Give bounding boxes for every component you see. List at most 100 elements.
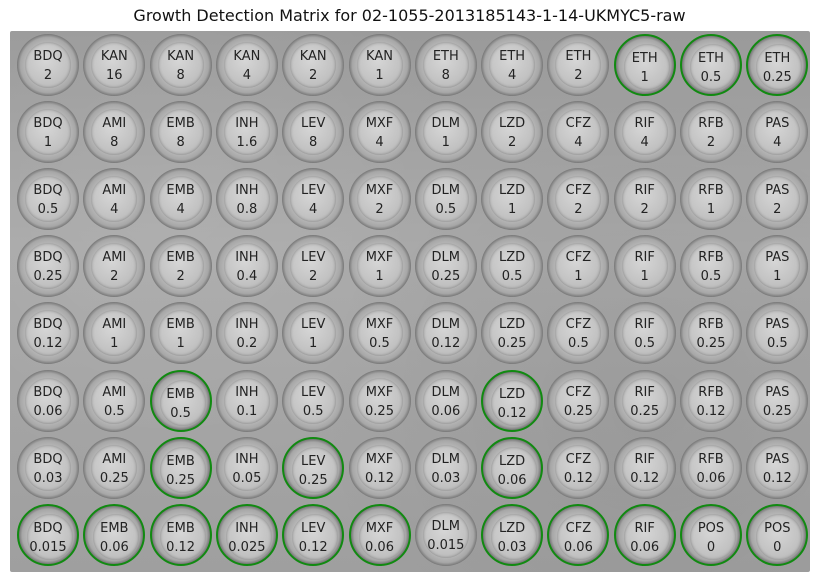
well-interior — [688, 109, 734, 156]
well-concentration-label: 0.8 — [236, 202, 258, 218]
well: EMB 0.25 — [149, 436, 212, 499]
well-interior — [489, 42, 536, 88]
well: RIF 0.12 — [613, 436, 676, 499]
well-concentration-label: 4 — [375, 135, 384, 151]
well: ETH 0.5 — [680, 34, 742, 96]
well-drug-label: EMB — [166, 317, 195, 333]
well-drug-label: MXF — [365, 116, 394, 132]
well-interior — [290, 377, 337, 424]
well-concentration-label: 0.25 — [365, 403, 394, 419]
well: EMB 2 — [149, 235, 212, 298]
well: PAS 2 — [746, 168, 809, 231]
well: EMB 0.06 — [83, 503, 146, 566]
well-concentration-label: 0.25 — [497, 336, 527, 352]
well-concentration-label: 4 — [507, 68, 517, 83]
well-interior — [292, 513, 339, 560]
well: BDQ 1 — [17, 101, 79, 164]
well-interior — [290, 109, 337, 156]
well-concentration-label: 0.5 — [103, 403, 125, 419]
well-concentration-label: 4 — [110, 202, 119, 218]
well-interior — [422, 511, 469, 558]
plate-image: BDQ 2 KAN 16 KAN 8 KAN 4 KAN 2 KAN 1 ETH 8 ETH 4 ETH 2 ETH… — [10, 31, 810, 572]
well: BDQ 0.03 — [17, 436, 79, 499]
well: LZD 2 — [481, 101, 544, 164]
well: POS 0 — [680, 503, 742, 566]
well-drug-label: RIF — [634, 384, 655, 400]
well-drug-label: BDQ — [33, 116, 63, 132]
well-drug-label: DLM — [431, 317, 461, 333]
well-drug-label: DLM — [431, 116, 461, 132]
well-drug-label: AMI — [102, 250, 127, 266]
well-concentration-label: 1 — [706, 202, 716, 218]
well-concentration-label: 0.5 — [37, 202, 59, 218]
well-interior — [555, 109, 602, 156]
well-concentration-label: 0.25 — [99, 470, 129, 486]
well-concentration-label: 8 — [441, 68, 450, 83]
well: CFZ 0.5 — [547, 302, 610, 365]
well-concentration-label: 2 — [110, 269, 119, 285]
well-drug-label: EMB — [166, 250, 195, 266]
well: RIF 4 — [613, 101, 676, 164]
well-concentration-label: 0.25 — [696, 336, 726, 352]
well-drug-label: AMI — [102, 451, 127, 467]
well-concentration-label: 0.5 — [634, 336, 656, 352]
well-interior — [422, 109, 469, 156]
well-interior — [25, 42, 71, 88]
well-drug-label: EMB — [166, 183, 195, 199]
well-drug-label: AMI — [102, 317, 127, 333]
well-interior — [157, 310, 204, 357]
well-interior — [25, 444, 71, 491]
well: LEV 2 — [282, 235, 345, 298]
well-interior — [25, 109, 71, 156]
well: RFB 0.06 — [680, 436, 742, 499]
well-drug-label: LEV — [301, 384, 326, 400]
well-drug-label: POS — [697, 520, 725, 536]
well-interior — [356, 109, 403, 156]
well-drug-label: INH — [235, 451, 259, 467]
well-drug-label: INH — [235, 116, 259, 132]
well: INH 0.025 — [215, 503, 278, 566]
well-concentration-label: 0.025 — [228, 539, 266, 555]
well-drug-label: INH — [235, 520, 259, 536]
well: DLM 0.06 — [414, 369, 477, 432]
well: ETH 4 — [481, 34, 544, 96]
well: LEV 0.12 — [282, 503, 345, 566]
well-interior — [290, 42, 337, 88]
well-drug-label: RIF — [634, 520, 655, 536]
well-interior — [223, 176, 270, 223]
well-interior — [422, 176, 469, 223]
well: ETH 0.25 — [746, 34, 809, 96]
well-interior — [290, 243, 337, 290]
well: PAS 4 — [746, 101, 809, 164]
well-interior — [157, 109, 204, 156]
well-drug-label: MXF — [365, 250, 394, 266]
well: BDQ 2 — [17, 34, 79, 96]
well-interior — [223, 310, 270, 357]
well-drug-label: RFB — [698, 250, 724, 266]
well-interior — [754, 310, 801, 357]
well-interior — [489, 310, 536, 357]
well-interior — [91, 444, 138, 491]
well-drug-label: RFB — [698, 116, 724, 132]
well-concentration-label: 8 — [176, 68, 185, 83]
well-interior — [91, 42, 138, 88]
well: LZD 0.25 — [481, 302, 544, 365]
well: DLM 0.25 — [414, 235, 477, 298]
well: INH 0.8 — [215, 168, 278, 231]
well-interior — [621, 377, 668, 424]
well-interior — [223, 42, 270, 88]
well: EMB 1 — [149, 302, 212, 365]
well-concentration-label: 0.06 — [696, 470, 726, 486]
well-drug-label: ETH — [698, 51, 724, 66]
well-concentration-label: 2 — [706, 135, 716, 151]
well: RFB 1 — [680, 168, 742, 231]
well: RFB 2 — [680, 101, 742, 164]
well-concentration-label: 0.12 — [497, 405, 527, 421]
well: PAS 1 — [746, 235, 809, 298]
well-drug-label: INH — [235, 183, 259, 199]
well-concentration-label: 4 — [309, 202, 318, 218]
well-drug-label: DLM — [431, 518, 461, 534]
well: LEV 0.5 — [282, 369, 345, 432]
well-concentration-label: 0.06 — [431, 403, 461, 419]
well-drug-label: PAS — [765, 116, 790, 132]
